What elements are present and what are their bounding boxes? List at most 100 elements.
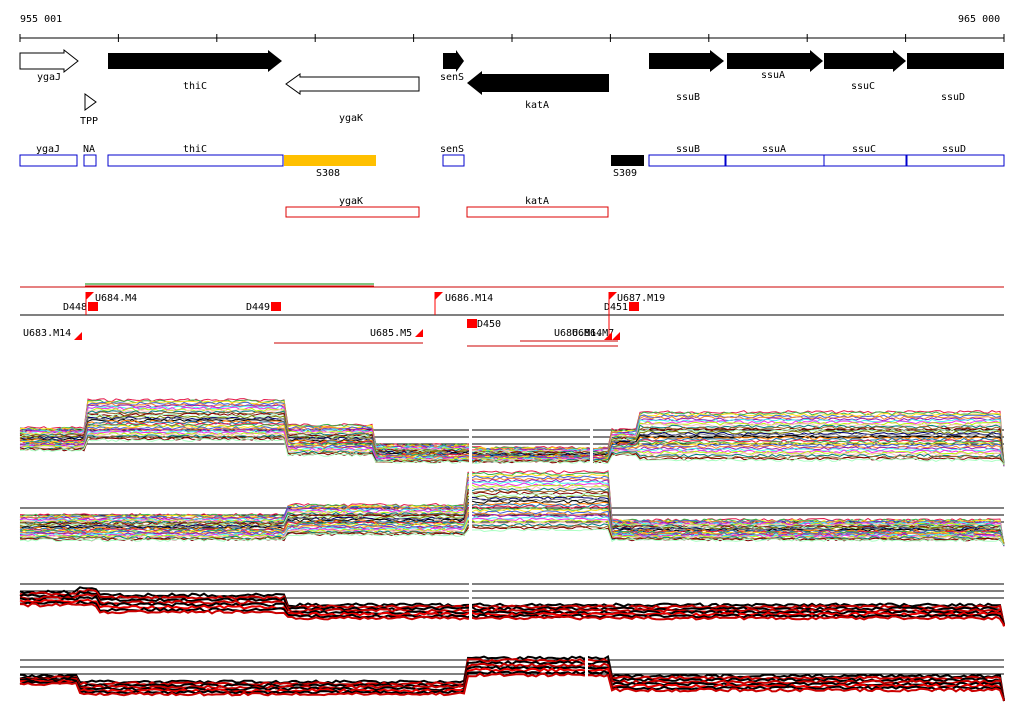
tu-marker-D449[interactable] <box>271 302 281 311</box>
expression-profile-line <box>19 512 1005 544</box>
annot-label-katA: katA <box>525 196 549 207</box>
annot-label-ssuD: ssuD <box>942 144 966 155</box>
ruler-ticks <box>19 34 1005 42</box>
expression-profile-line <box>19 528 1005 546</box>
tu-label-U684: U684.M4 <box>95 293 137 304</box>
gene-arrow-ygaJ[interactable] <box>19 48 79 74</box>
expression-profile-line <box>19 489 1005 545</box>
expression-profile-line <box>19 667 1005 701</box>
expression-profile-line <box>19 602 1005 626</box>
tu-label-U686-bottom: U686.M14 <box>554 328 602 339</box>
gene-label-ssuA: ssuA <box>761 70 785 81</box>
annot-box-katA[interactable] <box>466 206 609 218</box>
annot-box-senS[interactable] <box>442 154 465 167</box>
annot-label-ssuA: ssuA <box>762 144 786 155</box>
gene-arrow-thiC[interactable] <box>108 50 282 72</box>
tu-label-U685: U685.M5 <box>370 328 412 339</box>
tu-flag-U686-bottom <box>604 332 612 340</box>
tu-marker-D451[interactable] <box>629 302 639 311</box>
tu-flag-U685 <box>415 329 423 337</box>
gene-label-katA: katA <box>525 100 549 111</box>
annot-label-senS: senS <box>440 144 464 155</box>
tu-flag-U684 <box>86 292 94 300</box>
tu-flag-U686-M7 <box>612 332 620 340</box>
annot-box-ygaJ[interactable] <box>19 154 78 167</box>
expression-profile-line <box>19 402 1005 466</box>
tu-label-U686-M7: U686.M7 <box>572 328 614 339</box>
annot-box-ygaK[interactable] <box>285 206 420 218</box>
annot-box-thiC[interactable] <box>107 154 284 167</box>
tu-label-U686-top: U686.M14 <box>445 293 493 304</box>
gene-arrow-ssuC[interactable] <box>824 50 906 72</box>
coordinate-ruler: 955 001 965 000 <box>19 14 1005 42</box>
expression-profile-line <box>19 412 1005 467</box>
expression-profile-line <box>19 503 1005 546</box>
annot-box-S308[interactable] <box>284 155 376 166</box>
expression-profile-line <box>19 672 1005 702</box>
gene-track: ygaJ TPP thiC ygaK senS katA ssuB ssuA s… <box>19 48 1004 127</box>
annot-label-NA: NA <box>83 144 95 155</box>
expression-profile-line <box>19 521 1005 545</box>
transcription-unit-track: D448 U684.M4 D449 U683.M14 U685.M5 U686.… <box>20 283 1004 347</box>
gene-label-ygaJ: ygaJ <box>37 72 61 83</box>
expression-profile-line <box>19 407 1005 465</box>
annot-label-S309: S309 <box>613 168 637 179</box>
annot-label-ygaJ: ygaJ <box>36 144 60 155</box>
annotation-track-sense: ygaJ NA thiC S308 senS S309 ssuB ssuA ss… <box>19 144 1005 179</box>
expression-profile-line <box>19 410 1005 465</box>
tu-flag-U683 <box>74 332 82 340</box>
annot-box-ssuD[interactable] <box>906 154 1005 167</box>
panel-gap <box>590 395 593 469</box>
annot-box-S309[interactable] <box>611 155 644 166</box>
expression-profile-line <box>19 437 1005 465</box>
expression-panel-sense <box>19 395 1005 469</box>
expression-summary-antisense <box>19 655 1005 704</box>
expression-profile-line <box>19 510 1005 546</box>
expression-profile-line <box>19 492 1005 544</box>
gene-arrow-senS[interactable] <box>443 50 464 72</box>
expression-profile-line <box>19 471 1005 545</box>
annot-label-thiC: thiC <box>183 144 207 155</box>
expression-profile-line <box>19 494 1005 545</box>
riboswitch-tpp-icon <box>84 93 97 111</box>
tu-label-U683: U683.M14 <box>23 328 71 339</box>
annotation-track-antisense: ygaK katA <box>285 196 609 218</box>
tu-marker-D450[interactable] <box>467 319 477 328</box>
gene-arrow-ssuD[interactable] <box>907 53 1004 69</box>
gene-arrow-ssuB[interactable] <box>649 50 724 72</box>
annot-label-ygaK: ygaK <box>339 196 363 207</box>
annot-box-NA[interactable] <box>83 154 97 167</box>
ruler-end-label: 965 000 <box>958 14 1000 25</box>
panel-gap <box>469 470 472 549</box>
panel-gap <box>469 580 472 629</box>
gene-arrow-ssuA[interactable] <box>727 50 823 72</box>
gene-label-thiC: thiC <box>183 81 207 92</box>
gene-label-senS: senS <box>440 72 464 83</box>
expression-profile-line <box>19 499 1005 544</box>
annot-label-S308: S308 <box>316 168 340 179</box>
expression-profile-line <box>19 526 1005 545</box>
expression-profile-line <box>19 436 1005 465</box>
tu-marker-D448[interactable] <box>88 302 98 311</box>
panel-gap <box>585 655 588 704</box>
expression-profile-line <box>19 427 1005 466</box>
annot-box-ssuC[interactable] <box>823 154 907 167</box>
tu-label-D451: D451 <box>604 302 628 313</box>
expression-profile-line <box>19 588 1005 626</box>
annot-box-ssuB[interactable] <box>648 154 726 167</box>
expression-profile-line <box>19 433 1005 466</box>
annot-box-ssuA[interactable] <box>725 154 825 167</box>
gene-arrow-katA[interactable] <box>467 71 609 95</box>
expression-panel-antisense <box>19 470 1005 549</box>
expression-summary-sense <box>19 580 1005 629</box>
tu-label-D448: D448 <box>63 302 87 313</box>
annot-label-ssuC: ssuC <box>852 144 876 155</box>
tu-flag-U686-top <box>435 292 443 300</box>
expression-profile-line <box>19 598 1005 627</box>
gene-label-ssuB: ssuB <box>676 92 700 103</box>
gene-arrow-ygaK[interactable] <box>285 73 420 95</box>
tu-label-U687: U687.M19 <box>617 293 665 304</box>
gene-label-ssuD: ssuD <box>941 92 965 103</box>
tu-flag-U687 <box>609 292 617 300</box>
expression-profile-line <box>19 430 1005 467</box>
